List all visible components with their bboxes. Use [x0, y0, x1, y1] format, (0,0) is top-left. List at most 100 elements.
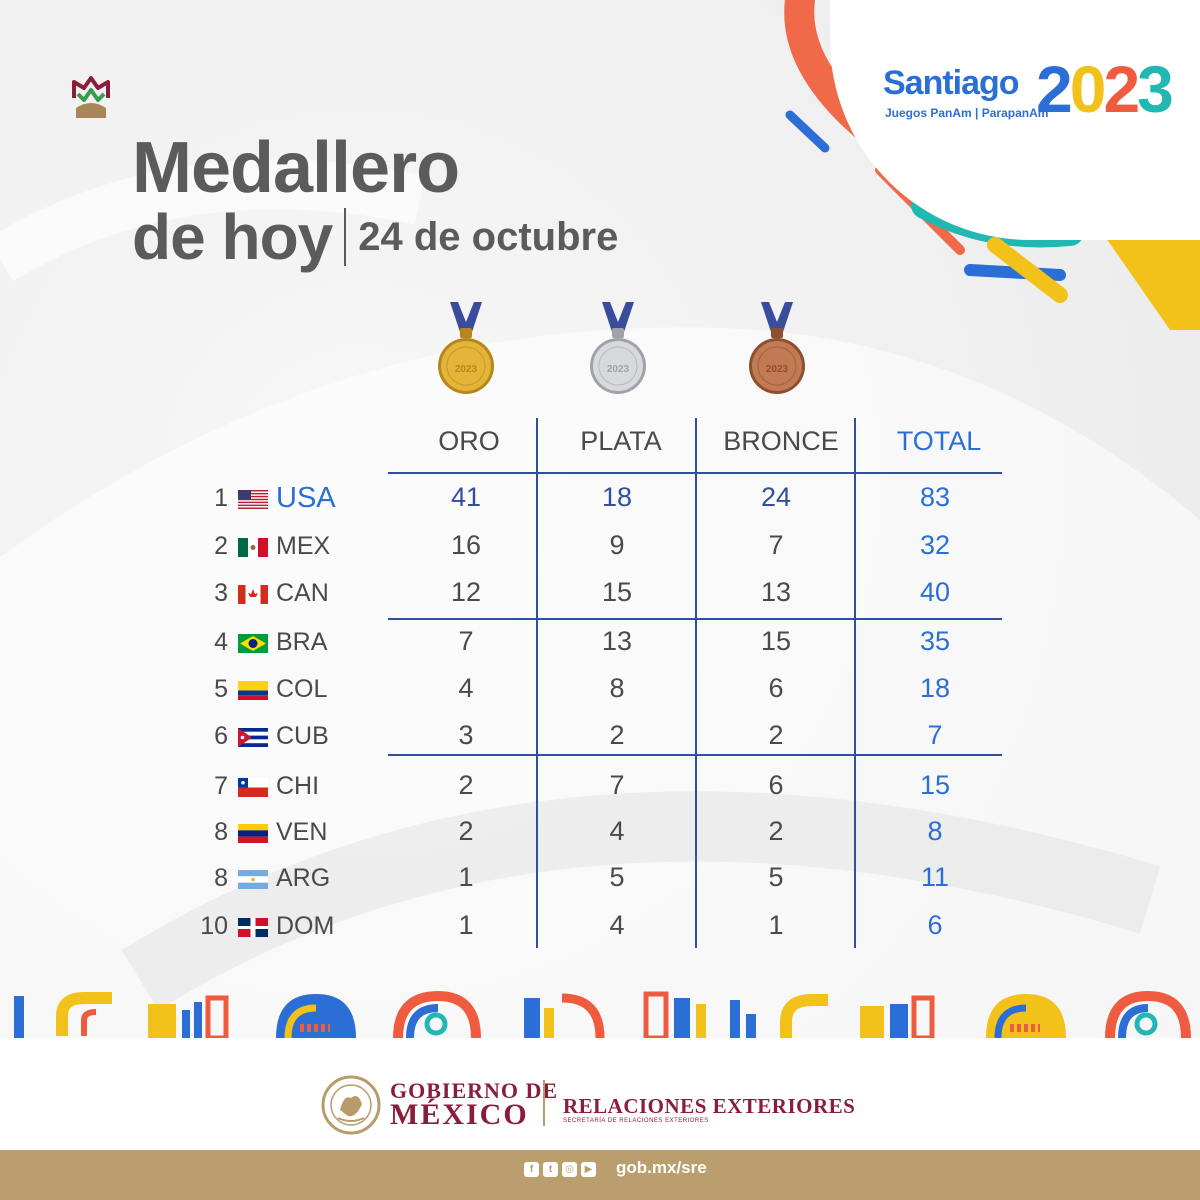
row-total: 18: [919, 673, 951, 703]
usa-flag-icon: [238, 490, 268, 509]
bra-flag-icon: [238, 634, 268, 653]
header-bronze: BRONCE: [723, 426, 839, 456]
row-bronze: 15: [760, 626, 792, 656]
row-total: 8: [927, 816, 943, 846]
brand-subtitle: Juegos PanAm | ParapanAm: [885, 106, 1049, 120]
row-bronze: 2: [768, 720, 784, 750]
sre-emblem-icon: [72, 76, 110, 118]
row-country: CUB: [276, 722, 329, 750]
row-rank: 4: [214, 628, 228, 656]
row-country: COL: [276, 675, 328, 703]
sre-title: RELACIONES EXTERIORES: [563, 1094, 856, 1118]
row-rank: 6: [214, 722, 228, 750]
footer-separator: [543, 1080, 545, 1126]
row-gold: 2: [458, 816, 474, 846]
row-silver: 2: [609, 720, 625, 750]
row-bronze: 13: [760, 577, 792, 607]
medal-year-label: 2023: [766, 364, 789, 375]
row-silver: 4: [609, 910, 625, 940]
bronze-medal: 2023: [749, 302, 805, 394]
row-bronze: 7: [768, 530, 784, 560]
youtube-icon[interactable]: ▶: [581, 1162, 596, 1177]
table-row: 7 CHI 2 7 6 15: [0, 770, 1200, 814]
medal-year-label: 2023: [607, 364, 630, 375]
row-rank: 1: [214, 484, 228, 512]
row-total: 7: [927, 720, 943, 750]
table-row: 1 USA 41 18 24 83: [0, 482, 1200, 526]
title-line2: de hoy 24 de octubre: [132, 202, 618, 272]
cub-flag-icon: [238, 728, 268, 747]
row-bronze: 2: [768, 816, 784, 846]
brand-year-digit: 3: [1137, 52, 1174, 126]
silver-medal: 2023: [590, 302, 646, 394]
row-country: CAN: [276, 579, 329, 607]
row-total: 40: [919, 577, 951, 607]
row-rank: 8: [214, 864, 228, 892]
instagram-icon[interactable]: ◎: [562, 1162, 577, 1177]
brand-name: Santiago: [883, 64, 1020, 102]
page-title: Medallero: [132, 128, 460, 208]
brand-year: 2023: [1036, 52, 1174, 126]
row-rank: 7: [214, 772, 228, 800]
page-date: 24 de octubre: [358, 215, 619, 259]
row-bronze: 6: [768, 770, 784, 800]
twitter-icon[interactable]: t: [543, 1162, 558, 1177]
row-rank: 8: [214, 818, 228, 846]
row-rank: 10: [200, 912, 228, 940]
chi-flag-icon: [238, 778, 268, 797]
background-swirls: [0, 159, 1200, 1040]
medal-year-label: 2023: [455, 364, 478, 375]
row-total: 11: [920, 862, 950, 892]
table-row: 8 ARG 1 5 5 11: [0, 862, 1200, 906]
social-icons: f t ◎ ▶: [524, 1162, 596, 1177]
row-silver: 4: [609, 816, 625, 846]
row-gold: 41: [450, 482, 482, 512]
row-country: DOM: [276, 912, 335, 940]
arg-flag-icon: [238, 870, 268, 889]
ven-flag-icon: [238, 824, 268, 843]
row-country: CHI: [276, 772, 320, 800]
row-gold: 7: [458, 626, 474, 656]
table-row: 3 CAN 12 15 13 40: [0, 577, 1200, 621]
row-gold: 12: [450, 577, 482, 607]
column-divider: [854, 418, 856, 948]
row-country: MEX: [276, 532, 331, 560]
row-total: 15: [919, 770, 951, 800]
col-flag-icon: [238, 681, 268, 700]
row-gold: 2: [458, 770, 474, 800]
row-silver: 13: [601, 626, 633, 656]
row-country: ARG: [276, 864, 331, 892]
row-bronze: 6: [768, 673, 784, 703]
row-total: 6: [927, 910, 943, 940]
facebook-icon[interactable]: f: [524, 1162, 539, 1177]
row-country: USA: [276, 482, 336, 514]
medal-table: ORO PLATA BRONCE TOTAL 1 USA 41 18 24 83 2 MEX 1…: [0, 418, 1200, 954]
column-divider: [695, 418, 697, 948]
row-rank: 2: [214, 532, 228, 560]
row-silver: 7: [609, 770, 625, 800]
table-row: 2 MEX 16 9 7 32: [0, 530, 1200, 574]
row-gold: 1: [458, 862, 474, 892]
row-silver: 5: [609, 862, 625, 892]
table-row: 4 BRA 7 13 15 35: [0, 626, 1200, 670]
table-row: 10 DOM 1 4 1 6: [0, 910, 1200, 954]
website-link[interactable]: gob.mx/sre: [616, 1158, 707, 1177]
row-gold: 1: [458, 910, 474, 940]
brand-year-digit: 2: [1036, 52, 1073, 126]
row-silver: 9: [609, 530, 625, 560]
column-divider: [536, 418, 538, 948]
title-separator: [344, 208, 347, 266]
gov-line1: GOBIERNO DE: [390, 1078, 559, 1103]
mexico-coat-of-arms-icon: [321, 1075, 381, 1135]
page-subtitle: de hoy: [132, 201, 333, 273]
dom-flag-icon: [238, 918, 268, 937]
row-silver: 18: [601, 482, 633, 512]
gov-line2: MÉXICO: [390, 1098, 529, 1131]
gold-medal: 2023: [438, 302, 494, 394]
header-silver: PLATA: [580, 426, 662, 456]
row-rank: 3: [214, 579, 228, 607]
row-rank: 5: [214, 675, 228, 703]
bottom-bar: [0, 1150, 1200, 1200]
row-bronze: 1: [768, 910, 784, 940]
